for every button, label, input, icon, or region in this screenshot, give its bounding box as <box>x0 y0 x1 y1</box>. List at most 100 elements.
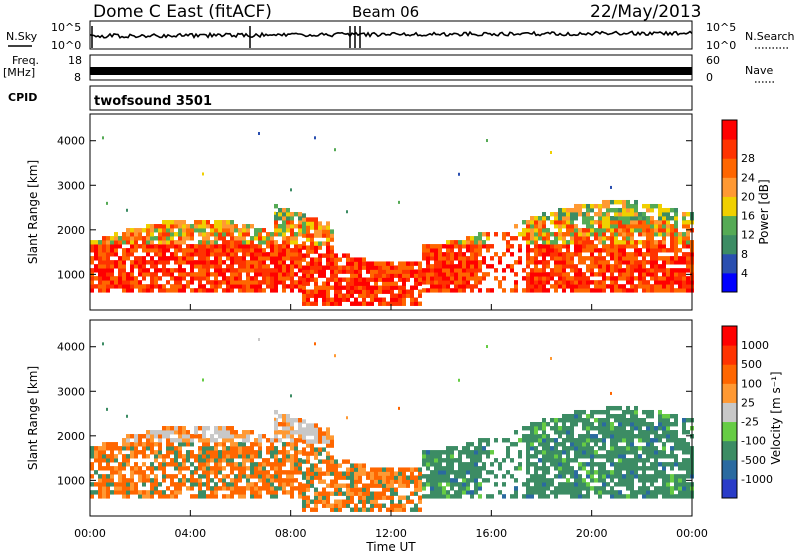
power-cell <box>102 268 106 273</box>
power-cell <box>250 276 254 281</box>
velocity-cell <box>562 446 566 451</box>
power-cell <box>318 285 322 290</box>
velocity-cell <box>630 490 634 495</box>
power-cell <box>246 276 250 281</box>
velocity-cell <box>270 450 274 455</box>
velocity-cell <box>662 470 666 475</box>
velocity-cell <box>514 430 518 435</box>
power-cell <box>302 293 306 298</box>
velocity-cell <box>510 458 514 463</box>
power-cell <box>490 288 494 293</box>
power-cell <box>450 252 454 257</box>
velocity-cell <box>98 482 102 487</box>
velocity-cell <box>618 454 622 459</box>
velocity-cell <box>438 466 442 471</box>
power-cell <box>630 264 634 269</box>
velocity-cell <box>358 499 362 504</box>
power-cell <box>202 228 206 233</box>
velocity-cell <box>278 430 282 435</box>
power-cell <box>354 285 358 290</box>
velocity-cell <box>634 458 638 463</box>
velocity-cell <box>638 474 642 479</box>
velocity-cell <box>514 466 518 471</box>
power-cell <box>318 253 322 258</box>
power-cell <box>542 268 546 273</box>
velocity-cell <box>554 490 558 495</box>
velocity-cell <box>122 458 126 463</box>
power-cell <box>250 264 254 269</box>
power-cell <box>490 264 494 269</box>
velocity-cell <box>222 442 226 447</box>
power-cell <box>534 240 538 245</box>
velocity-cell <box>442 486 446 491</box>
power-cell <box>686 264 690 269</box>
power-cell <box>358 281 362 286</box>
power-cell <box>294 260 298 265</box>
velocity-cell <box>254 442 258 447</box>
velocity-cell <box>602 418 606 423</box>
power-cell <box>226 268 230 273</box>
velocity-cell <box>686 490 690 495</box>
power-cell <box>466 256 470 261</box>
velocity-colorbar-label: Velocity [m s⁻¹] <box>769 371 783 464</box>
velocity-cell <box>314 455 318 460</box>
velocity-cell <box>582 418 586 423</box>
velocity-cell <box>174 430 178 435</box>
power-cell <box>338 265 342 270</box>
power-cell <box>590 260 594 265</box>
velocity-cell <box>158 438 162 443</box>
velocity-cell <box>682 430 686 435</box>
velocity-cell <box>178 462 182 467</box>
power-cell <box>674 268 678 273</box>
power-cell <box>622 268 626 273</box>
power-cell <box>542 240 546 245</box>
power-cell <box>330 265 334 270</box>
power-cell <box>530 288 534 293</box>
power-cell <box>662 207 666 213</box>
velocity-cell <box>246 486 250 491</box>
velocity-cell <box>346 459 350 464</box>
velocity-cell <box>658 413 662 419</box>
power-cell <box>150 236 154 241</box>
velocity-cell <box>658 418 662 423</box>
velocity-cell <box>166 446 170 451</box>
velocity-cell <box>662 430 666 435</box>
colorbar-tick-label: 12 <box>741 229 755 242</box>
power-cell <box>518 256 522 261</box>
power-cell <box>670 256 674 261</box>
velocity-cell <box>478 470 482 475</box>
power-cell <box>546 252 550 257</box>
power-cell <box>614 240 618 245</box>
power-cell <box>218 244 222 249</box>
power-cell <box>562 224 566 229</box>
power-cell <box>274 216 278 221</box>
power-cell <box>430 272 434 277</box>
power-cell <box>222 224 226 229</box>
power-cell <box>546 236 550 241</box>
velocity-cell <box>98 466 102 471</box>
power-cell <box>474 240 478 245</box>
velocity-cell <box>606 430 610 435</box>
velocity-cell <box>158 430 162 435</box>
velocity-cell <box>582 434 586 439</box>
colorbar-segment <box>722 158 737 178</box>
velocity-cell <box>266 474 270 479</box>
velocity-cell <box>678 462 682 467</box>
power-cell <box>262 280 266 285</box>
velocity-cell <box>646 486 650 491</box>
power-cell <box>302 265 306 270</box>
velocity-cell <box>430 450 434 455</box>
power-cell <box>206 264 210 269</box>
power-cell <box>182 220 186 225</box>
power-cell <box>130 252 134 257</box>
power-cell <box>378 297 382 302</box>
power-cell <box>446 252 450 257</box>
velocity-cell <box>134 466 138 471</box>
power-cell <box>610 240 614 245</box>
velocity-cell <box>310 427 314 432</box>
velocity-cell <box>326 435 330 440</box>
power-cell <box>386 289 390 294</box>
velocity-cell <box>290 422 294 427</box>
power-cell <box>542 260 546 265</box>
power-cell <box>562 264 566 269</box>
